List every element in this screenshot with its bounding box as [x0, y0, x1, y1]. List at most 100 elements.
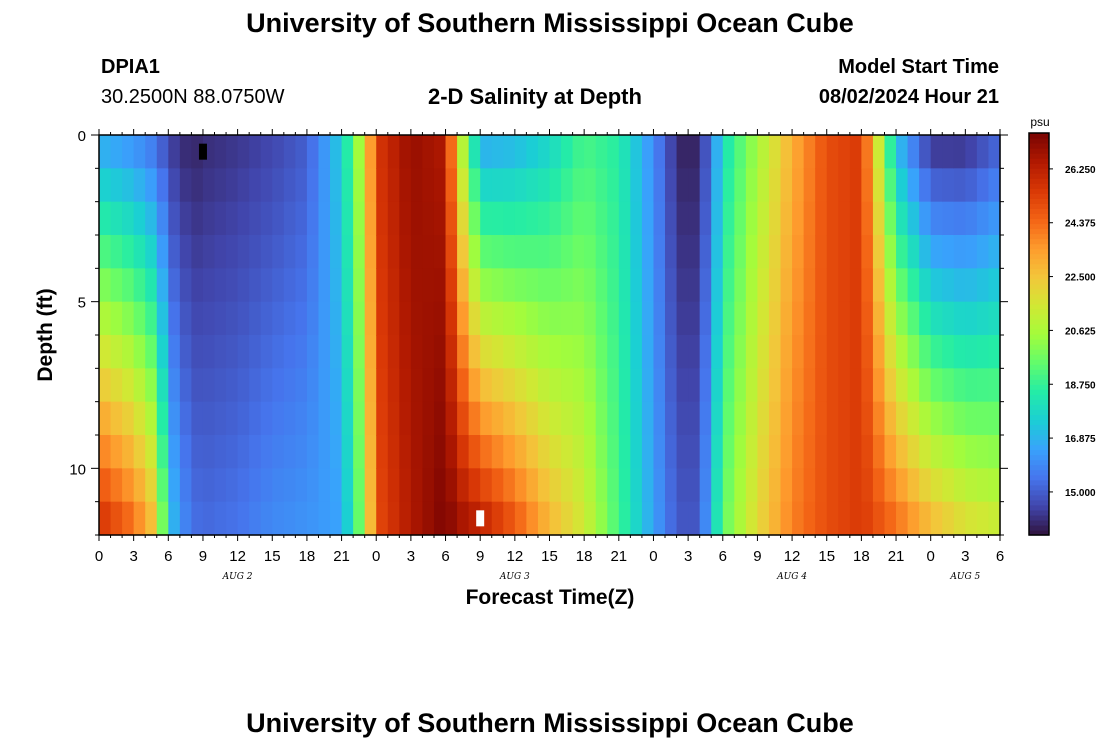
x-tick-label: 21	[888, 548, 905, 565]
heatmap-cell	[780, 135, 793, 169]
colorbar-segment	[1029, 359, 1049, 365]
heatmap-cell	[907, 468, 920, 503]
heatmap-cell	[607, 301, 620, 336]
heatmap-cell	[353, 468, 366, 503]
heatmap-cell	[179, 168, 193, 203]
heatmap-cell	[653, 235, 666, 269]
heatmap-cell	[260, 468, 273, 503]
heatmap-cell	[699, 201, 712, 236]
heatmap-cell	[295, 301, 308, 336]
heatmap-cell	[514, 268, 527, 303]
heatmap-cell	[607, 368, 620, 403]
heatmap-cell	[653, 501, 666, 536]
heatmap-cell	[503, 301, 516, 336]
heatmap-cell	[618, 235, 631, 269]
heatmap-cell	[503, 168, 516, 203]
colorbar-segment	[1029, 469, 1049, 476]
heatmap-cell	[214, 235, 227, 269]
heatmap-cell	[491, 368, 504, 403]
heatmap-cell	[249, 235, 262, 269]
heatmap-cell	[780, 335, 793, 369]
heatmap-cell	[422, 401, 435, 436]
heatmap-cell	[537, 401, 551, 436]
heatmap-cell	[179, 235, 193, 269]
heatmap-cell	[122, 301, 135, 336]
heatmap-cell	[676, 368, 689, 403]
heatmap-cell	[549, 301, 562, 336]
heatmap-cell	[526, 268, 539, 303]
heatmap-cell	[318, 368, 331, 403]
heatmap-markers	[198, 143, 485, 527]
heatmap-cell	[768, 501, 782, 536]
heatmap-cell	[387, 235, 400, 269]
heatmap-cell	[734, 168, 747, 203]
heatmap-cell	[399, 501, 412, 536]
heatmap-cell	[330, 335, 343, 369]
x-tick-label: 21	[333, 548, 350, 565]
colorbar-segment	[1029, 258, 1049, 265]
heatmap-cell	[376, 268, 389, 303]
heatmap-cell	[699, 235, 712, 269]
heatmap-cell	[561, 301, 574, 336]
heatmap-cell	[341, 335, 354, 369]
heatmap-cell	[780, 235, 793, 269]
heatmap-cell	[630, 268, 643, 303]
heatmap-cell	[249, 401, 262, 436]
heatmap-cell	[445, 201, 458, 236]
heatmap-cell	[457, 435, 470, 469]
heatmap-cell	[226, 501, 239, 536]
heatmap-cell	[457, 135, 470, 169]
heatmap-cell	[572, 501, 585, 536]
heatmap-cell	[688, 301, 701, 336]
heatmap-cell	[896, 135, 909, 169]
heatmap-cell	[145, 368, 158, 403]
heatmap-cell	[953, 501, 966, 536]
heatmap-cell	[341, 235, 354, 269]
heatmap-cell	[849, 168, 862, 203]
heatmap-cell	[584, 135, 597, 169]
x-tick-label: 0	[372, 548, 380, 565]
heatmap-cell	[445, 501, 458, 536]
heatmap-cell	[168, 301, 181, 336]
heatmap-cell	[953, 135, 966, 169]
heatmap-cell	[214, 401, 227, 436]
heatmap-cell	[572, 301, 585, 336]
heatmap-cell	[988, 168, 1001, 203]
colorbar-segment	[1029, 193, 1049, 199]
colorbar-tick-label: 18.750	[1065, 380, 1096, 391]
heatmap-cell	[884, 501, 897, 536]
heatmap-cell	[965, 301, 978, 336]
heatmap-cell	[110, 368, 123, 403]
colorbar-segment	[1029, 163, 1049, 169]
heatmap-cell	[376, 335, 389, 369]
heatmap-cell	[584, 468, 597, 503]
x-tick-labels: 0 3 6 9 12 15 18 21 0 3 6 9 12 15 18 21 0 3 6 9 12 15 18 21 0 3 6	[95, 548, 1004, 565]
heatmap-cell	[503, 268, 516, 303]
colorbar-segment	[1029, 334, 1049, 340]
heatmap-cell	[872, 201, 886, 236]
x-tick-label: 3	[684, 548, 692, 565]
heatmap-cell	[768, 135, 782, 169]
heatmap-cell	[665, 335, 678, 369]
heatmap-cell	[584, 401, 597, 436]
x-tick-label: 3	[407, 548, 415, 565]
heatmap-cell	[110, 168, 123, 203]
heatmap-cell	[907, 401, 920, 436]
heatmap-cell	[780, 201, 793, 236]
heatmap-cell	[630, 335, 643, 369]
heatmap-cell	[168, 368, 181, 403]
x-tick-label: 15	[264, 548, 281, 565]
heatmap-cell	[422, 135, 435, 169]
heatmap-cell	[838, 168, 851, 203]
heatmap-cell	[480, 401, 493, 436]
colorbar-segment	[1029, 328, 1049, 335]
heatmap-cell	[711, 235, 724, 269]
heatmap-cell	[445, 401, 458, 436]
heatmap-cell	[711, 135, 724, 169]
heatmap-cell	[849, 501, 862, 536]
heatmap-cell	[849, 401, 862, 436]
heatmap-cell	[757, 435, 770, 469]
heatmap-cell	[491, 335, 504, 369]
heatmap-cell	[145, 501, 158, 536]
heatmap-cell	[295, 201, 308, 236]
